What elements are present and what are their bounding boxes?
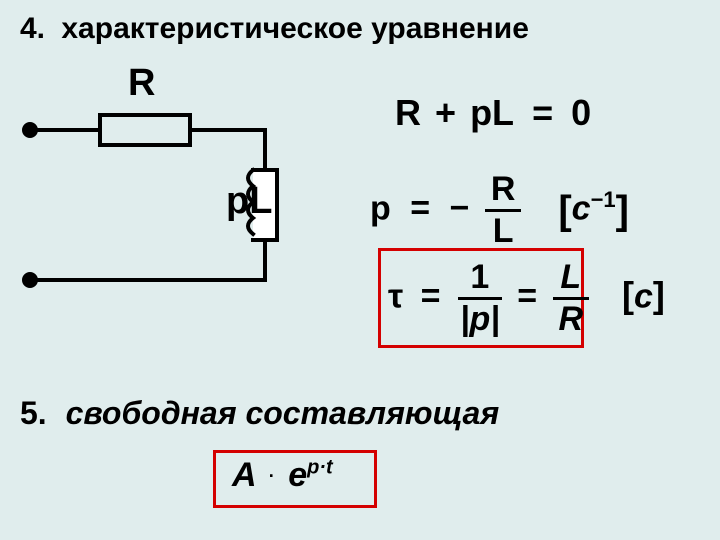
eq4-e: e <box>288 456 307 494</box>
eq4-A: A <box>232 456 255 494</box>
circuit-label-pl: pL <box>226 180 272 223</box>
section-4-heading: 4. характеристическое уравнение <box>20 12 529 46</box>
eq3-unit: c <box>634 277 653 315</box>
section-5-text: свободная составляющая <box>66 395 500 431</box>
section-5-number: 5. <box>20 395 47 431</box>
eq3-num1: 1 <box>458 258 502 297</box>
eq2-den: L <box>485 209 522 251</box>
section-4-text: характеристическое уравнение <box>61 12 529 45</box>
circuit-label-r: R <box>128 62 155 105</box>
section-4-number: 4. <box>20 12 45 45</box>
equation-characteristic: R + pL = 0 <box>395 92 591 134</box>
eq3-num2: L <box>553 258 590 297</box>
section-5-heading: 5. свободная составляющая <box>20 395 499 432</box>
equation-tau: τ = 1 |p| = L R [c] <box>388 258 665 339</box>
eq2-unit-c: c <box>572 189 591 227</box>
eq4-exp: p·t <box>307 457 333 479</box>
eq3-den2: R <box>553 297 590 339</box>
equation-p: p = − R L [c−1] <box>370 170 629 251</box>
eq2-num: R <box>485 170 522 209</box>
eq2-unit-exp: −1 <box>591 187 616 212</box>
equation-free-component: A · ep·t <box>232 456 333 495</box>
